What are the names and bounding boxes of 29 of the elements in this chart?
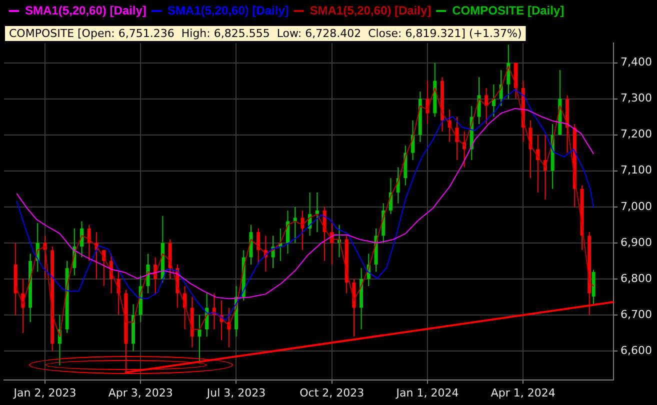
candlestick	[293, 206, 297, 244]
candlestick	[256, 228, 260, 266]
legend-label: SMA1(5,20,60) [Daily]	[167, 3, 289, 18]
x-tick-label: Jan 2, 2023	[12, 386, 76, 400]
candlestick	[87, 224, 91, 262]
candlestick	[426, 80, 430, 125]
y-tick-label: 7,200	[620, 128, 652, 141]
candlestick	[484, 88, 488, 125]
y-tick-label: 6,900	[620, 236, 652, 249]
x-tick-label: Jan 1, 2024	[395, 386, 459, 400]
candlestick	[198, 314, 202, 362]
x-tick-label: Apr 1, 2024	[490, 386, 556, 400]
legend-label: SMA1(5,20,60) [Daily]	[310, 3, 432, 18]
y-tick-label: 7,300	[620, 92, 652, 105]
x-tick-label: Apr 3, 2023	[108, 386, 173, 400]
x-tick-label: Jul 3, 2023	[206, 386, 266, 400]
y-tick-label: 6,700	[620, 308, 652, 321]
text: COMPOSITE [Open: 6,751.236 High: 6,825.555 Low: 6,728.402 Close: 6,819.321] (+1.37%)	[9, 26, 522, 40]
y-tick-label: 6,600	[620, 344, 652, 357]
candlestick	[315, 192, 319, 233]
legend-label: COMPOSITE [Daily]	[452, 3, 564, 18]
candlestick	[300, 210, 304, 251]
x-tick-label: Oct 2, 2023	[300, 386, 364, 400]
legend-label: SMA1(5,20,60) [Daily]	[25, 3, 146, 18]
y-tick-label: 7,000	[620, 200, 652, 213]
y-tick-label: 7,400	[620, 56, 652, 69]
y-tick-label: 6,800	[620, 272, 652, 285]
y-tick-label: 7,100	[620, 164, 652, 177]
candlestick	[477, 76, 481, 125]
